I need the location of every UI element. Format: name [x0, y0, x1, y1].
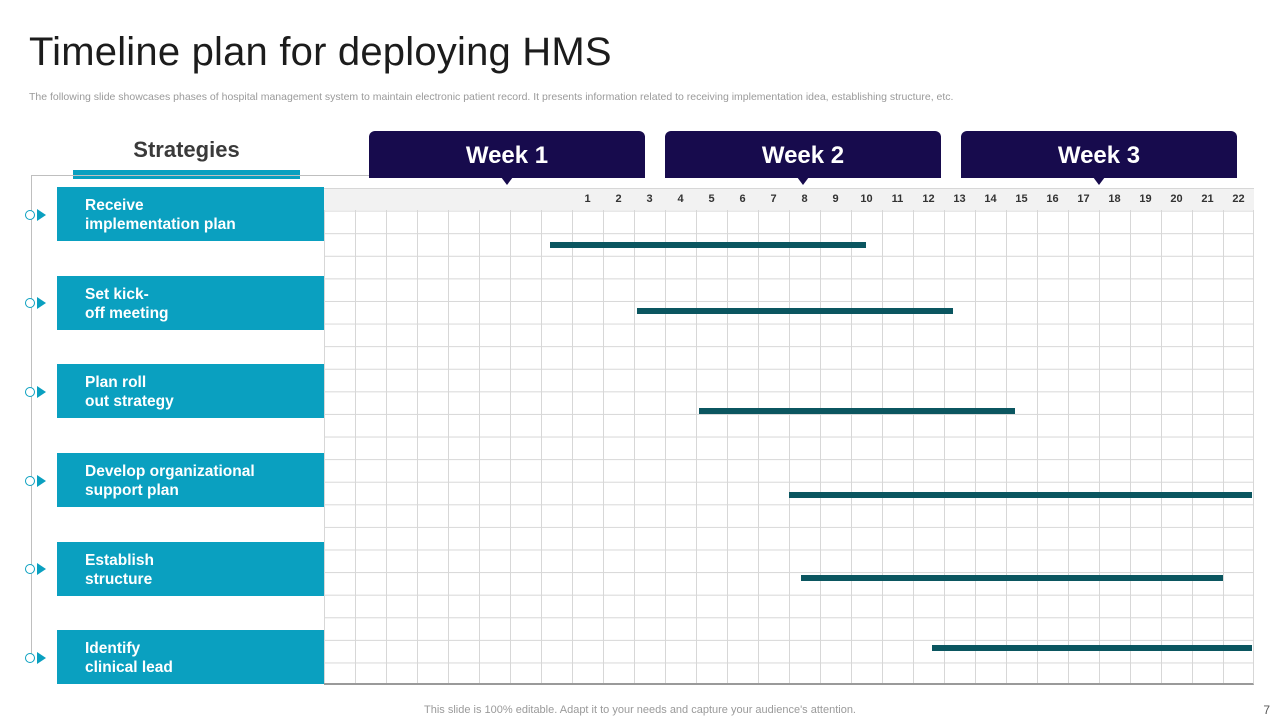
day-label: 17 [1077, 193, 1090, 205]
timeline-grid [324, 188, 1254, 685]
strategy-plan-roll-out-strategy: Plan roll out strategy [57, 364, 324, 418]
timeline-bar [699, 408, 1016, 414]
day-label: 13 [953, 193, 966, 205]
day-label: 5 [708, 193, 715, 205]
week-3-label: Week 3 [1057, 142, 1141, 169]
week-2-pointer [797, 177, 809, 185]
slide-subtitle: The following slide showcases phases of … [29, 91, 954, 103]
strategy-marker-icon [25, 474, 47, 488]
week-2-label: Week 2 [761, 142, 845, 169]
footer-note: This slide is 100% editable. Adapt it to… [424, 704, 856, 716]
day-label: 18 [1108, 193, 1121, 205]
day-label: 22 [1232, 193, 1245, 205]
strategies-heading: Strategies [133, 137, 240, 162]
timeline-bar [789, 492, 1252, 498]
day-label: 20 [1170, 193, 1183, 205]
week-3-pointer [1093, 177, 1105, 185]
strategy-develop-organizational-support-plan: Develop organizational support plan [57, 453, 324, 507]
day-label: 10 [860, 193, 873, 205]
slide-title: Timeline plan for deploying HMS [29, 30, 612, 74]
timeline-bar [931, 645, 1252, 651]
strategies-underline [73, 170, 300, 179]
week-1-pointer [501, 177, 513, 185]
day-label: 11 [891, 193, 904, 205]
strategy-marker-icon [25, 385, 47, 399]
timeline-bar [550, 242, 867, 248]
strategy-set-kick-off-meeting: Set kick- off meeting [57, 276, 324, 330]
strategy-marker-icon [25, 562, 47, 576]
day-label: 12 [922, 193, 935, 205]
strategy-establish-structure: Establish structure [57, 542, 324, 596]
day-label: 1 [584, 193, 591, 205]
day-label: 15 [1015, 193, 1028, 205]
strategy-marker-icon [25, 651, 47, 665]
strategy-receive-implementation-plan: Receive implementation plan [57, 187, 324, 241]
timeline-bar [801, 575, 1223, 581]
week-1-label: Week 1 [465, 142, 549, 169]
week-1-tab: Week 1 [369, 131, 645, 185]
day-label: 19 [1139, 193, 1152, 205]
bracket-top-line [31, 175, 369, 176]
day-label: 9 [832, 193, 839, 205]
timeline-bar [637, 308, 954, 314]
day-label: 21 [1201, 193, 1214, 205]
day-label: 14 [984, 193, 997, 205]
strategy-marker-icon [25, 296, 47, 310]
week-2-tab: Week 2 [665, 131, 941, 185]
day-label: 6 [739, 193, 746, 205]
day-label: 2 [615, 193, 622, 205]
day-label: 7 [770, 193, 777, 205]
page-number: 7 [1263, 703, 1270, 717]
week-3-tab: Week 3 [961, 131, 1237, 185]
strategy-identify-clinical-lead: Identify clinical lead [57, 630, 324, 684]
day-label: 16 [1046, 193, 1059, 205]
day-label: 8 [801, 193, 808, 205]
strategy-marker-icon [25, 208, 47, 222]
day-label: 3 [646, 193, 653, 205]
day-header-row [324, 188, 1254, 210]
day-label: 4 [677, 193, 684, 205]
bracket-vertical-line [31, 175, 32, 658]
